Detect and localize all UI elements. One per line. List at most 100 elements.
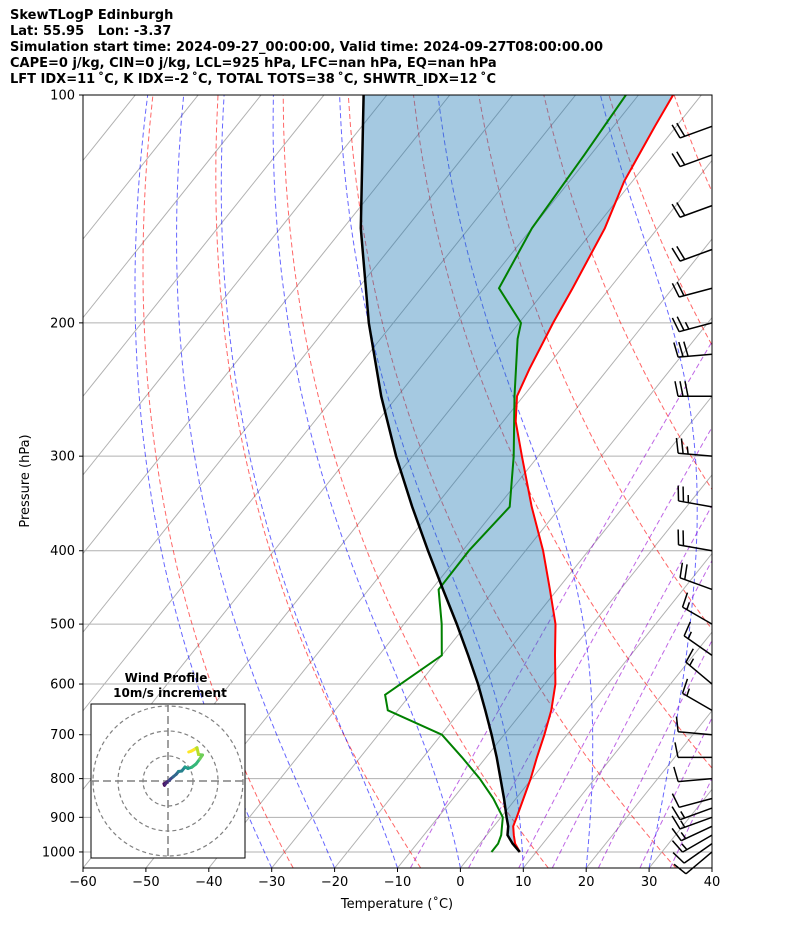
mixing-ratio-line <box>551 559 712 868</box>
wind-barb <box>674 381 712 397</box>
y-tick-label: 900 <box>50 811 75 826</box>
wind-barb <box>671 281 713 298</box>
mixing-ratio-line <box>669 776 712 868</box>
isotherm-line <box>711 867 712 868</box>
axis-ticks: −60 −50 −40 −30 −20 −10 0 10 20 30 40 100 200 300 400 5… <box>42 89 720 891</box>
wind-barb <box>673 766 713 783</box>
moist-adiabat <box>339 95 524 868</box>
wind-barb-flag <box>678 341 684 357</box>
x-tick-label: −50 <box>132 875 159 890</box>
wind-barb-staff <box>678 730 713 736</box>
plot-series <box>359 95 674 853</box>
wind-barb-staff <box>679 154 713 168</box>
wind-barb-staff <box>678 287 713 298</box>
x-tick-label: 0 <box>456 875 464 890</box>
wind-barb-flag <box>676 245 686 260</box>
isotherm-line <box>585 709 712 868</box>
wind-barb-flag <box>681 592 689 608</box>
wind-barb <box>672 843 713 864</box>
x-tick-label: −40 <box>195 875 222 890</box>
wind-barb <box>671 151 713 168</box>
wind-barb-flag <box>683 621 691 637</box>
x-tick-label: −60 <box>69 875 96 890</box>
isotherm-line <box>522 631 712 868</box>
wind-barb-flag <box>671 317 680 333</box>
wind-barb-half-flag <box>680 820 686 828</box>
wind-barb-staff <box>682 834 713 853</box>
wind-barb <box>673 851 713 875</box>
wind-barb-staff <box>678 353 713 358</box>
chart-header: SkewTLogP Edinburgh Lat: 55.95 Lon: -3.3… <box>10 8 603 88</box>
y-tick-label: 800 <box>50 772 75 787</box>
mixing-ratio-line <box>597 639 712 868</box>
header-indices-2: LFT IDX=11 ˚C, K IDX=-2 ˚C, TOTAL TOTS=3… <box>10 72 497 87</box>
wind-barb-flag <box>675 437 679 454</box>
wind-barb-flag <box>683 341 689 357</box>
wind-barb-staff <box>682 692 713 711</box>
y-tick-label: 100 <box>50 89 75 104</box>
wind-barb <box>671 825 713 842</box>
wind-barb <box>671 834 713 853</box>
y-tick-label: 200 <box>50 316 75 331</box>
y-tick-label: 700 <box>50 728 75 743</box>
wind-barb-staff <box>679 204 713 218</box>
moist-adiabat <box>599 95 698 868</box>
moist-adiabat <box>220 95 398 868</box>
wind-barb-flag <box>676 202 686 216</box>
hodograph-inset: Wind Profile 10m/s increment <box>90 671 246 859</box>
x-tick-label: 20 <box>578 875 595 890</box>
wind-barb-half-flag <box>686 446 689 455</box>
wind-barb <box>677 485 713 508</box>
wind-barb <box>675 437 713 457</box>
wind-barb <box>671 793 713 809</box>
mixing-ratio-line <box>409 340 712 868</box>
x-tick-label: 30 <box>641 875 658 890</box>
isotherm-line <box>145 159 712 868</box>
wind-barb <box>673 341 713 358</box>
x-tick-label: 10 <box>515 875 532 890</box>
isotherm-line <box>208 238 712 868</box>
wind-barb <box>671 806 713 821</box>
wind-barb-staff <box>685 851 713 875</box>
mixing-ratio-line <box>639 716 712 868</box>
y-tick-label: 300 <box>50 450 75 465</box>
wind-barb-staff <box>685 661 713 685</box>
wind-barb-flag <box>684 381 689 397</box>
wind-barb <box>683 621 713 657</box>
wind-barb-staff <box>678 797 713 809</box>
wind-barb <box>674 742 712 759</box>
isotherm-line <box>83 95 514 633</box>
hodograph-segment <box>187 749 193 754</box>
shaded-area <box>360 95 674 852</box>
wind-barb-staff <box>679 816 713 830</box>
x-tick-label: 40 <box>704 875 721 890</box>
y-tick-label: 400 <box>50 544 75 559</box>
wind-barb-flag <box>676 316 685 331</box>
y-axis-label: Pressure (hPa) <box>18 434 33 527</box>
y-tick-label: 500 <box>50 618 75 633</box>
moist-adiabat <box>176 95 336 868</box>
moist-adiabat <box>134 95 273 868</box>
wind-barb-flag <box>685 648 694 663</box>
wind-barb <box>679 562 713 591</box>
isotherm-line <box>775 95 794 868</box>
wind-barb-flag <box>671 203 681 218</box>
isotherm-line <box>83 95 576 712</box>
wind-barb-flag <box>681 678 689 694</box>
wind-barb-half-flag <box>684 321 690 330</box>
wind-barb-flag <box>676 281 685 297</box>
parcel-line <box>359 95 521 853</box>
wind-barb <box>671 202 713 218</box>
wind-barb-half-flag <box>686 602 691 610</box>
wind-barb-flag <box>671 124 681 139</box>
isotherm-line <box>83 95 325 398</box>
wind-barb-flag <box>671 827 682 842</box>
isotherm-line <box>83 95 262 319</box>
dry-adiabat <box>608 95 712 347</box>
isotherm-line <box>83 95 388 476</box>
wind-barb-staff <box>678 777 713 783</box>
wind-barb-flag <box>679 562 684 578</box>
wind-barb-flag <box>673 766 679 782</box>
wind-barb <box>681 678 713 711</box>
